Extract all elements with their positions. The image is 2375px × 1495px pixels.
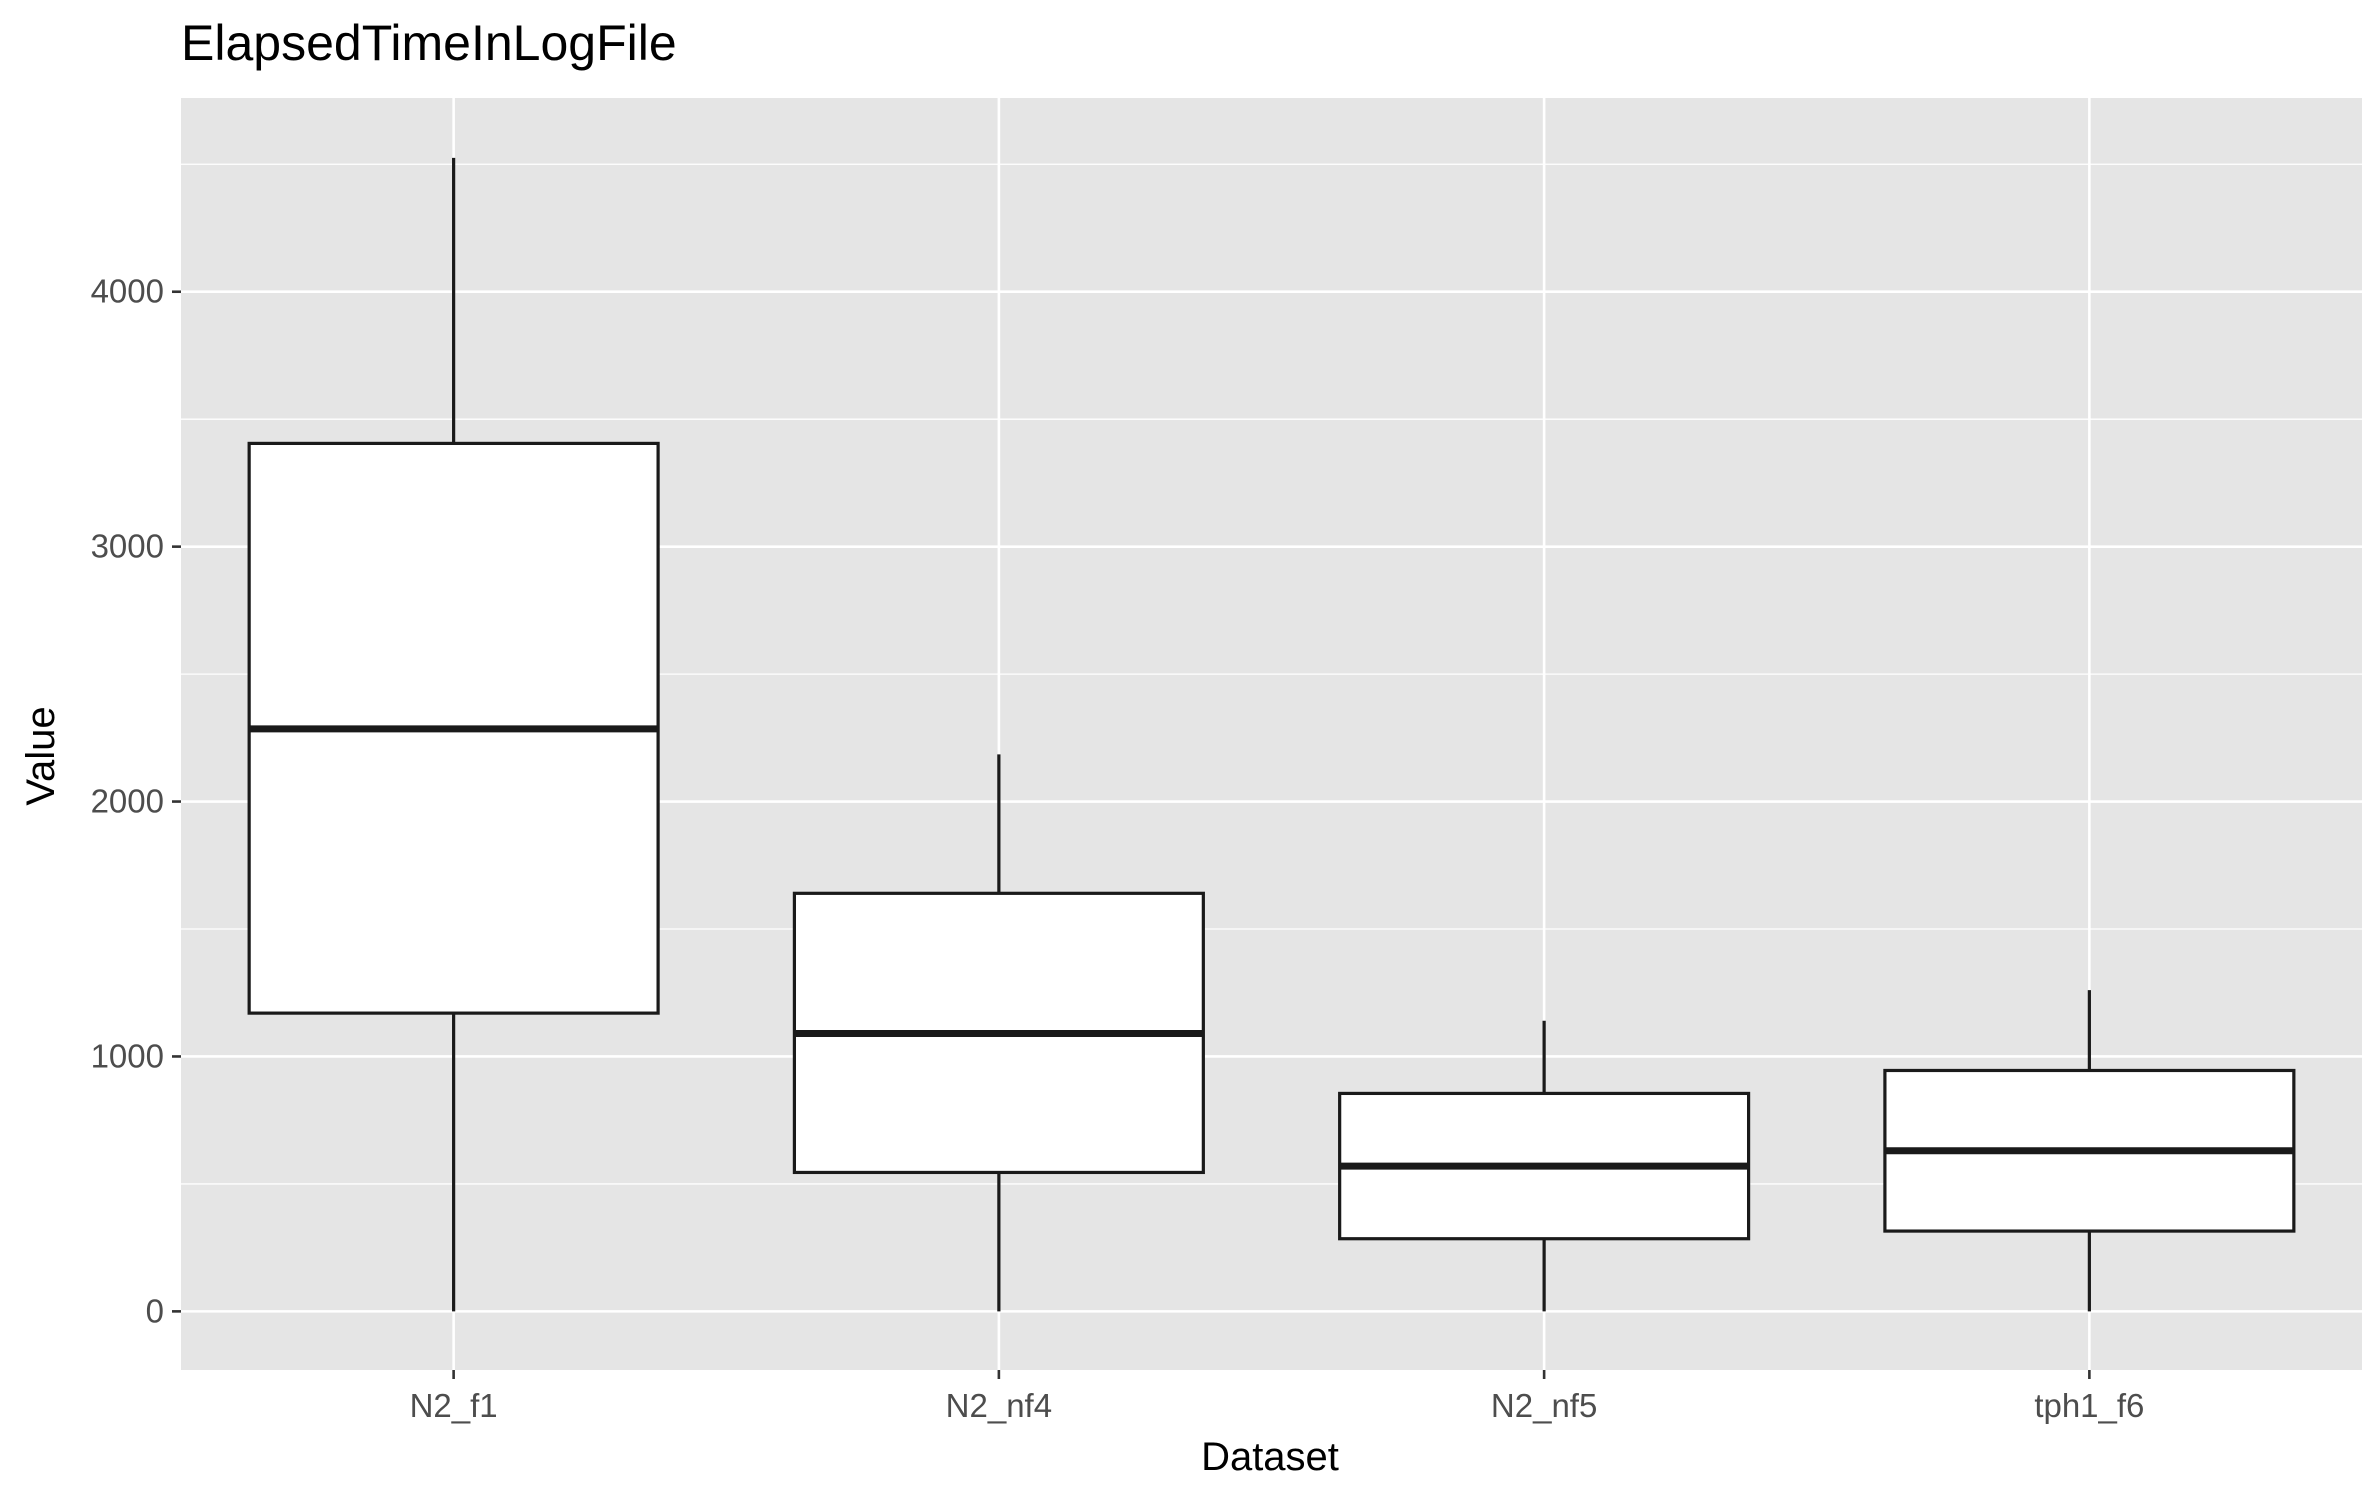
x-tick-label: N2_f1 <box>410 1387 498 1424</box>
y-axis-title: Value <box>19 706 63 805</box>
chart-title: ElapsedTimeInLogFile <box>181 15 677 71</box>
x-axis-title: Dataset <box>1201 1435 1339 1479</box>
y-tick-label: 2000 <box>91 783 164 820</box>
y-tick-label: 4000 <box>91 273 164 310</box>
box-tph1_f6 <box>1883 990 2296 1312</box>
box-N2_nf5 <box>1338 1020 1751 1312</box>
y-axis: 0 1000 2000 3000 4000 <box>91 273 181 1329</box>
y-tick-label: 1000 <box>91 1037 164 1074</box>
y-tick-label: 0 <box>146 1292 164 1329</box>
x-tick-label: N2_nf5 <box>1491 1387 1597 1424</box>
x-tick-label: tph1_f6 <box>2034 1387 2144 1424</box>
box-N2_nf4 <box>792 754 1205 1312</box>
y-tick-label: 3000 <box>91 528 164 565</box>
x-tick-label: N2_nf4 <box>946 1387 1052 1424</box>
box-N2_f1 <box>247 157 660 1312</box>
box-series <box>247 157 2296 1312</box>
x-axis: N2_f1 N2_nf4 N2_nf5 tph1_f6 <box>410 1370 2144 1424</box>
